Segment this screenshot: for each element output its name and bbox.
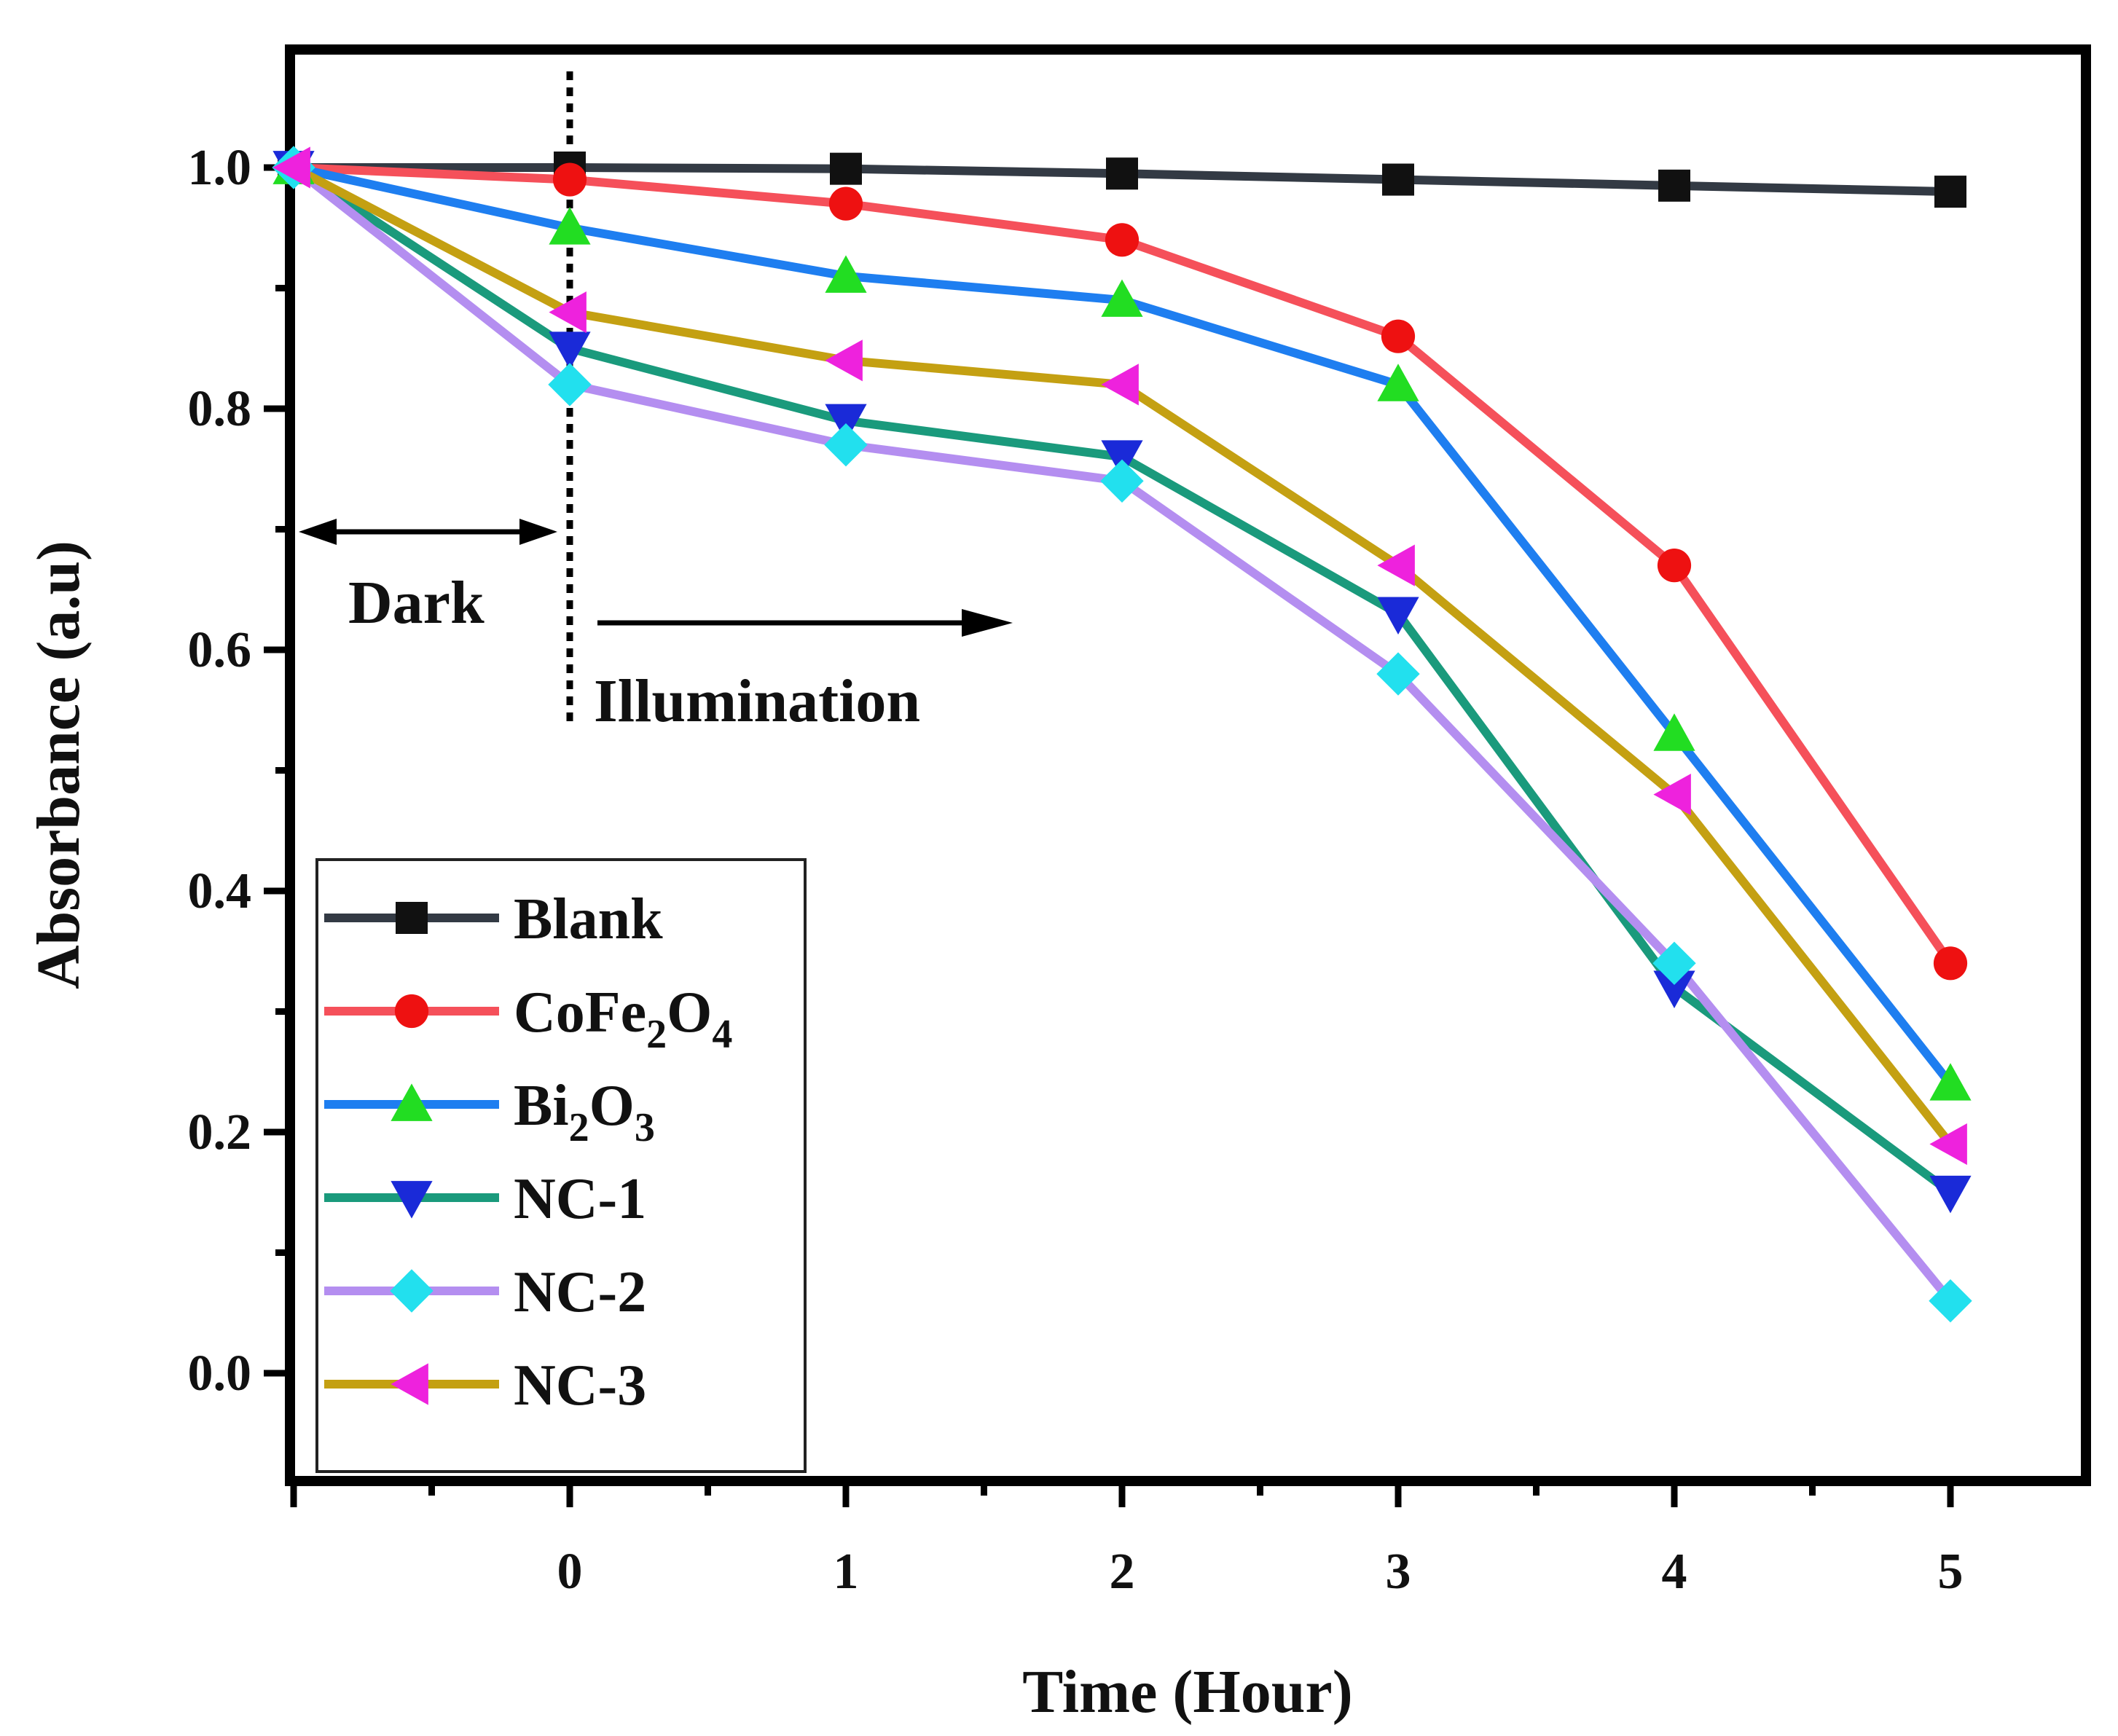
data-point bbox=[548, 363, 592, 406]
y-tick-label: 0.2 bbox=[188, 1104, 252, 1160]
data-point bbox=[1101, 364, 1139, 406]
data-point bbox=[1934, 176, 1966, 208]
legend-marker bbox=[390, 1269, 434, 1313]
legend-label: NC-3 bbox=[514, 1354, 646, 1418]
illumination-label: Illumination bbox=[594, 667, 920, 735]
data-point bbox=[1653, 713, 1695, 751]
data-point bbox=[1101, 440, 1143, 478]
data-point bbox=[1929, 1063, 1972, 1101]
legend-label: Blank bbox=[514, 887, 663, 951]
legend-item: NC-2 bbox=[324, 1260, 646, 1324]
data-point bbox=[824, 423, 868, 467]
data-point bbox=[1381, 319, 1416, 353]
legend-box bbox=[315, 858, 807, 1473]
series-markers-CoFe2O4 bbox=[276, 150, 1968, 981]
y-tick-label: 0.0 bbox=[188, 1346, 252, 1402]
data-point bbox=[1658, 169, 1690, 202]
data-point bbox=[1106, 157, 1138, 190]
data-point bbox=[825, 255, 867, 293]
data-point bbox=[1929, 1279, 1972, 1323]
legend-label: Bi2O3 bbox=[514, 1074, 655, 1150]
x-tick-label: 3 bbox=[1386, 1544, 1411, 1600]
data-point bbox=[830, 152, 862, 185]
data-point bbox=[1652, 941, 1696, 985]
legend-label: NC-2 bbox=[514, 1260, 646, 1324]
legend-label: CoFe2O4 bbox=[514, 981, 732, 1057]
data-point bbox=[549, 331, 591, 369]
data-point bbox=[1377, 364, 1419, 401]
data-point bbox=[1929, 1175, 1972, 1214]
dark-label: Dark bbox=[348, 569, 485, 637]
legend-item: NC-1 bbox=[324, 1167, 646, 1231]
data-point bbox=[1657, 549, 1692, 583]
data-point bbox=[825, 339, 863, 382]
series-layer bbox=[272, 146, 1972, 1323]
data-point bbox=[1933, 946, 1968, 981]
legend-marker bbox=[396, 902, 428, 934]
y-tick-label: 0.4 bbox=[188, 863, 252, 919]
data-point bbox=[552, 162, 587, 197]
legend-marker bbox=[391, 1181, 433, 1219]
illumination-arrow bbox=[597, 609, 1013, 637]
legend-marker bbox=[391, 1083, 433, 1121]
data-point bbox=[549, 207, 591, 245]
legend-item: CoFe2O4 bbox=[324, 981, 732, 1057]
x-tick-label: 0 bbox=[557, 1544, 583, 1600]
y-tick-label: 0.8 bbox=[188, 381, 252, 437]
x-tick-label: 5 bbox=[1938, 1544, 1964, 1600]
y-tick-labels: 0.0 0.2 0.4 0.6 0.8 1.0 bbox=[188, 140, 252, 1402]
dark-arrow bbox=[299, 519, 557, 545]
data-point bbox=[1929, 1123, 1967, 1166]
data-point bbox=[825, 404, 867, 442]
legend-marker bbox=[394, 994, 429, 1029]
data-point bbox=[1105, 223, 1140, 257]
series-markers-NC-3 bbox=[272, 146, 1967, 1166]
data-point bbox=[1653, 774, 1691, 816]
legend-item: NC-3 bbox=[324, 1354, 646, 1418]
data-point bbox=[1101, 279, 1143, 317]
legend-label: NC-1 bbox=[514, 1167, 646, 1231]
data-point bbox=[549, 291, 587, 334]
y-axis-title: Absorbance (a.u) bbox=[25, 541, 93, 989]
y-tick-label: 1.0 bbox=[188, 140, 252, 196]
data-point bbox=[828, 186, 863, 221]
plot-frame bbox=[285, 44, 2091, 1486]
data-point bbox=[1377, 597, 1419, 635]
legend: Blank CoFe2O4 Bi2O3 NC-1 NC-2 NC-3 bbox=[315, 858, 807, 1473]
x-tick-labels: 0 1 2 3 4 5 bbox=[557, 1544, 1964, 1600]
data-point bbox=[272, 146, 310, 189]
series-markers-Bi2O3 bbox=[272, 146, 1972, 1101]
data-point bbox=[1653, 970, 1695, 1008]
data-point bbox=[1100, 459, 1144, 503]
legend-marker bbox=[391, 1363, 428, 1405]
data-point bbox=[1376, 652, 1420, 696]
axis-ticks bbox=[264, 164, 1954, 1507]
x-axis-title: Time (Hour) bbox=[1022, 1658, 1352, 1726]
x-tick-label: 4 bbox=[1662, 1544, 1687, 1600]
y-tick-label: 0.6 bbox=[188, 622, 252, 678]
data-point bbox=[1377, 544, 1415, 586]
legend-item: Blank bbox=[324, 887, 663, 951]
x-tick-label: 2 bbox=[1110, 1544, 1135, 1600]
x-tick-label: 1 bbox=[834, 1544, 859, 1600]
data-point bbox=[1382, 163, 1414, 196]
legend-item: Bi2O3 bbox=[324, 1074, 655, 1150]
